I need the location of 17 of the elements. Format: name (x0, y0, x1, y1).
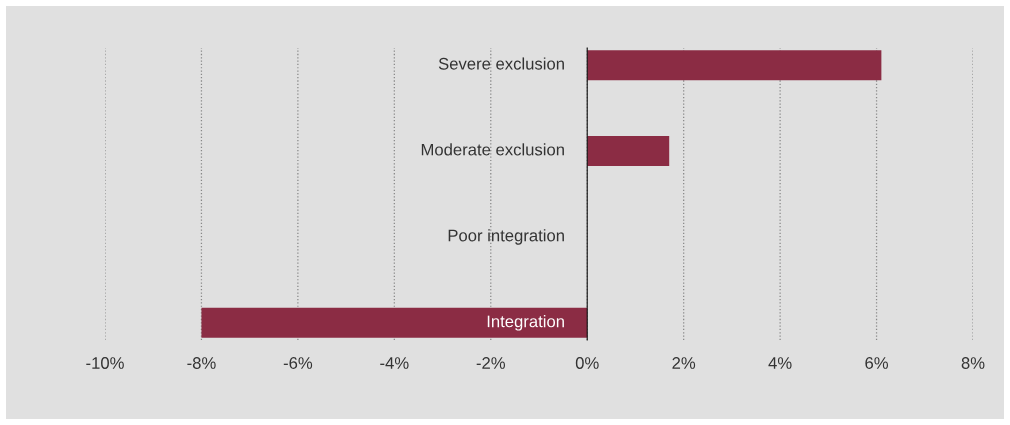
y-tick-label: Severe exclusion (438, 57, 564, 70)
x-tick-label: -10% (86, 357, 124, 369)
x-tick-label: 8% (961, 357, 985, 369)
x-tick-label: 4% (768, 357, 792, 369)
y-tick-label: Integration (487, 315, 564, 331)
x-tick-label: -8% (187, 357, 216, 369)
x-tick-label: 2% (672, 357, 696, 369)
x-tick-label: -4% (380, 357, 409, 369)
x-tick-label: 0% (575, 357, 599, 369)
bar (201, 307, 588, 338)
y-tick-label: Poor integration (448, 229, 564, 245)
bar (587, 136, 670, 167)
bar (587, 50, 882, 81)
x-tick-label: 6% (865, 357, 889, 369)
y-tick-label: Moderate exclusion (421, 143, 564, 156)
x-tick-label: -6% (283, 357, 313, 369)
x-tick-label: -2% (476, 357, 505, 369)
